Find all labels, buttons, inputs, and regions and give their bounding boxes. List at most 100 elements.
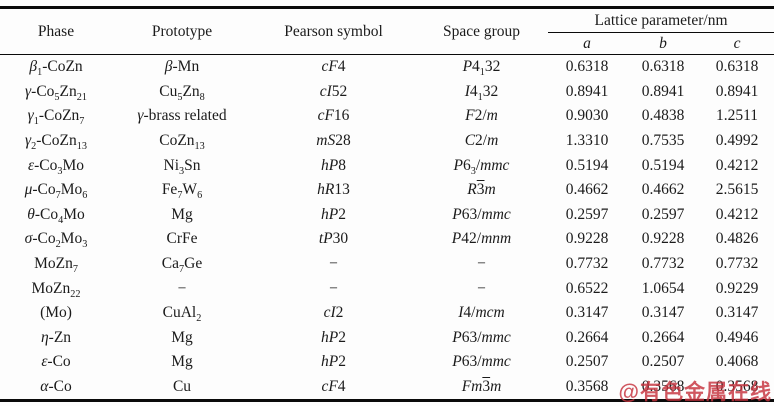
phase-cell: (Mo) — [40, 304, 72, 322]
lattice-a-cell: 0.9228 — [565, 230, 609, 248]
phase-parameters-table: Phase Prototype Pearson symbol Space gro… — [0, 6, 774, 403]
phase-cell: γ-Co5Zn21 — [25, 82, 87, 103]
phase-cell: γ2-CoZn13 — [25, 132, 87, 153]
pearson-symbol-cell: cF16 — [317, 107, 350, 125]
prototype-cell: Ca7Ge — [161, 255, 203, 276]
lattice-a-cell: 0.3568 — [565, 378, 609, 396]
space-group-cell: I4/mcm — [458, 304, 505, 322]
lattice-b-cell: 0.2664 — [641, 328, 685, 346]
lattice-c-cell: 0.3568 — [715, 378, 759, 396]
lattice-b-cell: 0.9228 — [641, 230, 685, 248]
table-row: γ-Co5Zn21 Cu5Zn8 cI52 I4132 0.8941 0.894… — [0, 80, 774, 105]
prototype-cell: Mg — [171, 353, 193, 371]
lattice-c-cell: 0.7732 — [715, 255, 759, 273]
lattice-a-cell: 0.6318 — [565, 58, 609, 76]
lattice-a-cell: 0.5194 — [565, 156, 609, 174]
lattice-b-cell: 0.3568 — [641, 378, 685, 396]
prototype-cell: β-Mn — [164, 58, 200, 76]
lattice-b-cell: 0.6318 — [641, 58, 685, 76]
phase-cell: ε-Co — [41, 353, 71, 371]
phase-cell: σ-Co2Mo3 — [24, 230, 88, 251]
prototype-cell: − — [177, 279, 187, 297]
phase-cell: MoZn7 — [34, 255, 78, 276]
lattice-c-cell: 0.4212 — [715, 205, 759, 223]
pearson-symbol-cell: tP30 — [318, 230, 349, 248]
pearson-symbol-cell: cF4 — [321, 378, 346, 396]
phase-cell: ε-Co3Mo — [27, 156, 84, 177]
prototype-cell: γ-brass related — [137, 107, 227, 125]
lattice-a-cell: 0.9030 — [565, 107, 609, 125]
column-header-pearson-symbol: Pearson symbol — [284, 22, 383, 40]
lattice-a-cell: 1.3310 — [565, 132, 609, 150]
space-group-cell: R3m — [467, 181, 496, 199]
table-row: γ1-CoZn7 γ-brass related cF16 F2/m 0.903… — [0, 104, 774, 129]
phase-cell: μ-Co7Mo6 — [24, 181, 88, 202]
space-group-cell: Fm3m — [461, 378, 502, 396]
lattice-c-cell: 0.4826 — [715, 230, 759, 248]
phase-cell: MoZn22 — [31, 279, 81, 300]
lattice-a-cell: 0.7732 — [565, 255, 609, 273]
column-header-space-group: Space group — [442, 22, 521, 40]
lattice-a-cell: 0.4662 — [565, 181, 609, 199]
lattice-c-cell: 0.9229 — [715, 279, 759, 297]
pearson-symbol-cell: − — [329, 279, 338, 297]
phase-cell: α-Co — [40, 378, 72, 396]
lattice-c-cell: 0.4212 — [715, 156, 759, 174]
prototype-cell: Mg — [171, 328, 193, 346]
table-row: β1-CoZn β-Mn cF4 P4132 0.6318 0.6318 0.6… — [0, 55, 774, 80]
phase-cell: β1-CoZn — [29, 58, 83, 79]
column-header-c: c — [733, 34, 741, 52]
table-row: ε-Co Mg hP2 P63/mmc 0.2507 0.2507 0.4068 — [0, 350, 774, 375]
lattice-b-cell: 0.7535 — [641, 132, 685, 150]
pearson-symbol-cell: hP2 — [321, 353, 346, 371]
pearson-symbol-cell: cI2 — [323, 304, 344, 322]
prototype-cell: CrFe — [166, 230, 198, 248]
pearson-symbol-cell: cF4 — [321, 58, 346, 76]
space-group-cell: P42/mnm — [451, 230, 512, 248]
space-group-cell: P63/mmc — [452, 328, 511, 346]
space-group-cell: I4132 — [464, 82, 499, 103]
lattice-b-cell: 0.3147 — [641, 304, 685, 322]
column-header-phase: Phase — [37, 22, 75, 40]
pearson-symbol-cell: cI52 — [319, 82, 348, 100]
table-row: μ-Co7Mo6 Fe7W6 hR13 R3m 0.4662 0.4662 2.… — [0, 178, 774, 203]
lattice-c-cell: 0.6318 — [715, 58, 759, 76]
table-body: β1-CoZn β-Mn cF4 P4132 0.6318 0.6318 0.6… — [0, 55, 774, 401]
space-group-cell: − — [477, 255, 486, 273]
space-group-cell: − — [477, 279, 486, 297]
lattice-b-cell: 0.7732 — [641, 255, 685, 273]
header-row-1: Phase Prototype Pearson symbol Space gro… — [0, 7, 774, 40]
prototype-cell: Cu5Zn8 — [159, 82, 205, 103]
prototype-cell: Cu — [172, 378, 192, 396]
lattice-a-cell: 0.6522 — [565, 279, 609, 297]
column-header-a: a — [583, 34, 591, 52]
column-header-prototype: Prototype — [151, 22, 213, 40]
lattice-b-cell: 0.8941 — [641, 82, 685, 100]
table-row: (Mo) CuAl2 cI2 I4/mcm 0.3147 0.3147 0.31… — [0, 301, 774, 326]
lattice-b-cell: 0.4662 — [641, 181, 685, 199]
table-row: θ-Co4Mo Mg hP2 P63/mmc 0.2597 0.2597 0.4… — [0, 203, 774, 228]
column-header-b: b — [659, 34, 667, 52]
space-group-cell: F2/m — [465, 107, 498, 125]
prototype-cell: Ni3Sn — [163, 156, 201, 177]
space-group-cell: P63/mmc — [453, 156, 510, 177]
lattice-b-cell: 0.4838 — [641, 107, 685, 125]
lattice-b-cell: 0.2507 — [641, 353, 685, 371]
column-header-lattice-parameter: Lattice parameter/nm — [548, 7, 774, 33]
pearson-symbol-cell: hR13 — [317, 181, 350, 199]
lattice-a-cell: 0.2507 — [565, 353, 609, 371]
lattice-c-cell: 0.3147 — [715, 304, 759, 322]
space-group-cell: P63/mmc — [452, 353, 511, 371]
lattice-c-cell: 0.4068 — [715, 353, 759, 371]
lattice-b-cell: 0.2597 — [641, 205, 685, 223]
space-group-cell: C2/m — [464, 132, 499, 150]
pearson-symbol-cell: hP2 — [321, 328, 346, 346]
table-row: α-Co Cu cF4 Fm3m 0.3568 0.3568 0.3568 — [0, 375, 774, 401]
lattice-c-cell: 1.2511 — [715, 107, 759, 125]
lattice-c-cell: 2.5615 — [715, 181, 759, 199]
pearson-symbol-cell: mS28 — [316, 132, 351, 150]
lattice-b-cell: 0.5194 — [641, 156, 685, 174]
phase-cell: η-Zn — [40, 328, 72, 346]
phase-cell: γ1-CoZn7 — [27, 107, 85, 128]
